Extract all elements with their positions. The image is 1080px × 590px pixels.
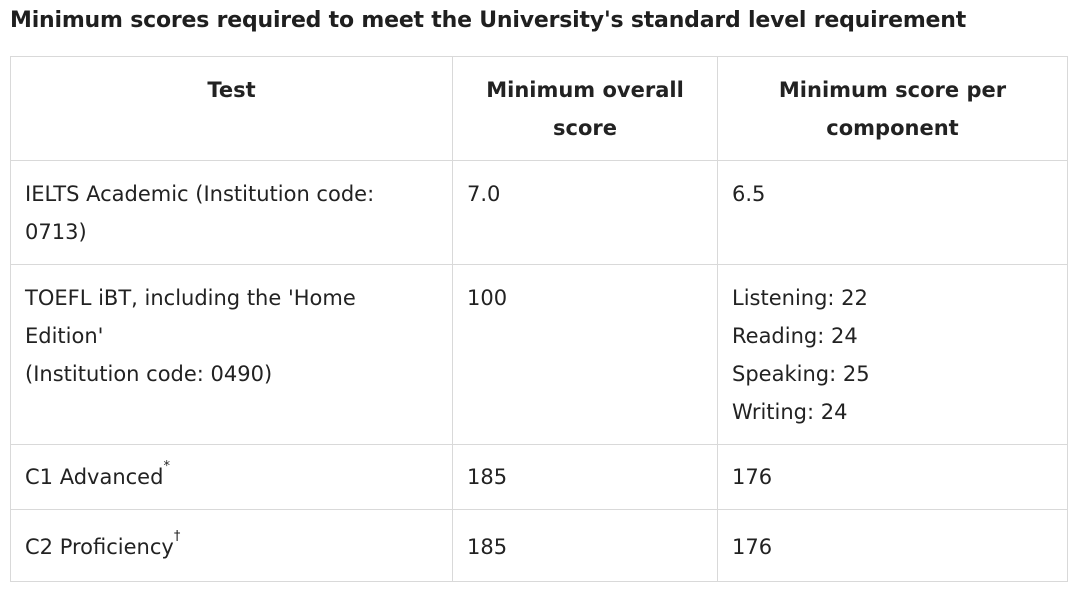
header-test: Test xyxy=(10,56,453,161)
cell-test: TOEFL iBT, including the 'Home Edition' … xyxy=(10,264,453,445)
cell-test: IELTS Academic (Institution code: 0713) xyxy=(10,160,453,265)
component-score: 176 xyxy=(732,535,773,559)
cell-overall: 185 xyxy=(452,509,718,582)
component-speaking: Speaking: 25 xyxy=(732,362,870,386)
cell-test: C1 Advanced* xyxy=(10,444,453,510)
footnote-mark-dagger: † xyxy=(173,529,181,544)
header-minimum-score-per-component: Minimum score per component xyxy=(717,56,1068,161)
test-name: C2 Proficiency xyxy=(25,535,174,559)
scores-table: Test Minimum overall score Minimum score… xyxy=(10,56,1068,582)
header-minimum-overall-score: Minimum overall score xyxy=(452,56,718,161)
table-row: TOEFL iBT, including the 'Home Edition' … xyxy=(10,264,1068,445)
cell-component: Listening: 22 Reading: 24 Speaking: 25 W… xyxy=(717,264,1068,445)
table-row: C2 Proficiency† 185 176 xyxy=(10,509,1068,582)
header-row: Test Minimum overall score Minimum score… xyxy=(10,56,1068,161)
table-caption: Minimum scores required to meet the Univ… xyxy=(10,8,967,33)
component-listening: Listening: 22 xyxy=(732,286,868,310)
cell-component: 6.5 xyxy=(717,160,1068,265)
test-name: IELTS Academic (Institution code: 0713) xyxy=(25,182,375,244)
component-writing: Writing: 24 xyxy=(732,400,848,424)
institution-code: (Institution code: 0490) xyxy=(25,362,273,386)
table-row: C1 Advanced* 185 176 xyxy=(10,444,1068,510)
footnote-mark-asterisk: * xyxy=(163,459,170,474)
test-name: C1 Advanced xyxy=(25,465,164,489)
component-score: 6.5 xyxy=(732,182,766,206)
component-reading: Reading: 24 xyxy=(732,324,858,348)
cell-test: C2 Proficiency† xyxy=(10,509,453,582)
cell-overall: 7.0 xyxy=(452,160,718,265)
cell-component: 176 xyxy=(717,509,1068,582)
cell-overall: 100 xyxy=(452,264,718,445)
cell-component: 176 xyxy=(717,444,1068,510)
cell-overall: 185 xyxy=(452,444,718,510)
component-score: 176 xyxy=(732,465,773,489)
test-name: TOEFL iBT, including the 'Home Edition' xyxy=(25,286,356,348)
table-row: IELTS Academic (Institution code: 0713) … xyxy=(10,160,1068,265)
